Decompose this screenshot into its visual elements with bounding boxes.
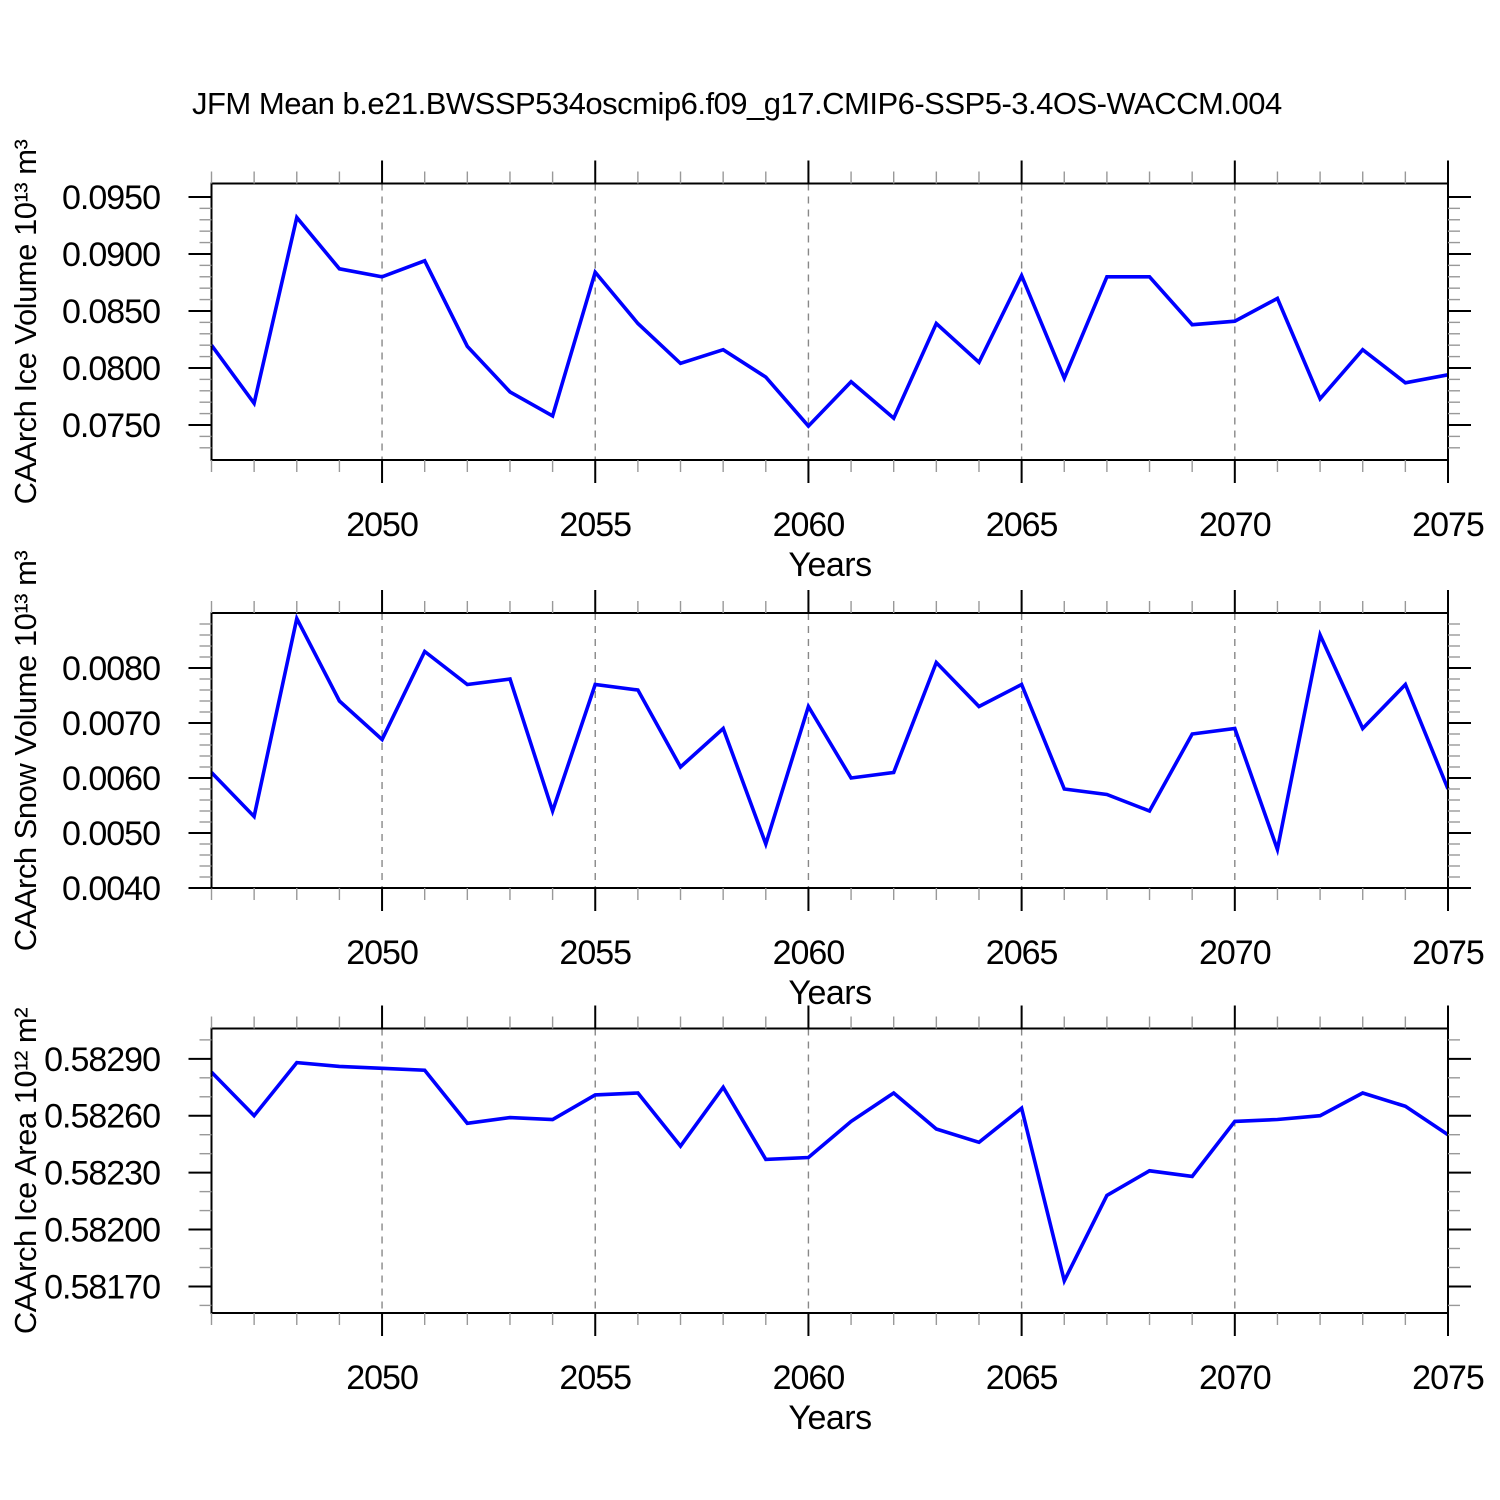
y-axis-label-snow-volume: CAArch Snow Volume 10¹³ m³	[8, 550, 43, 951]
svg-text:0.0850: 0.0850	[62, 293, 160, 331]
y-axis-label-ice-area: CAArch Ice Area 10¹² m²	[8, 1007, 43, 1334]
svg-text:2075: 2075	[1412, 1359, 1484, 1397]
svg-text:2075: 2075	[1412, 506, 1484, 544]
svg-text:2070: 2070	[1199, 1359, 1271, 1397]
svg-text:2050: 2050	[346, 506, 418, 544]
svg-text:2075: 2075	[1412, 934, 1484, 972]
figure-title: JFM Mean b.e21.BWSSP534oscmip6.f09_g17.C…	[192, 86, 1282, 121]
svg-text:2050: 2050	[346, 934, 418, 972]
svg-text:2065: 2065	[986, 934, 1058, 972]
svg-text:0.0080: 0.0080	[62, 650, 160, 688]
svg-text:2065: 2065	[986, 1359, 1058, 1397]
svg-text:2050: 2050	[346, 1359, 418, 1397]
svg-text:2070: 2070	[1199, 934, 1271, 972]
svg-text:0.0050: 0.0050	[62, 815, 160, 853]
svg-text:0.0750: 0.0750	[62, 407, 160, 445]
x-axis-label-snow-volume: Years	[788, 974, 872, 1012]
svg-text:2055: 2055	[559, 1359, 631, 1397]
svg-text:0.58290: 0.58290	[44, 1041, 160, 1079]
svg-text:2055: 2055	[559, 934, 631, 972]
svg-text:2060: 2060	[773, 934, 845, 972]
x-axis-label-ice-volume: Years	[788, 546, 872, 584]
svg-text:0.58200: 0.58200	[44, 1212, 160, 1250]
svg-text:2070: 2070	[1199, 506, 1271, 544]
svg-text:2060: 2060	[773, 506, 845, 544]
x-axis-label-ice-area: Years	[788, 1399, 872, 1437]
svg-text:2060: 2060	[773, 1359, 845, 1397]
svg-text:0.0900: 0.0900	[62, 236, 160, 274]
svg-text:0.0040: 0.0040	[62, 870, 160, 908]
svg-text:2065: 2065	[986, 506, 1058, 544]
svg-text:0.0070: 0.0070	[62, 705, 160, 743]
svg-text:0.58260: 0.58260	[44, 1098, 160, 1136]
svg-text:0.58170: 0.58170	[44, 1268, 160, 1306]
svg-text:2055: 2055	[559, 506, 631, 544]
svg-text:0.58230: 0.58230	[44, 1155, 160, 1193]
svg-text:0.0060: 0.0060	[62, 760, 160, 798]
svg-text:0.0800: 0.0800	[62, 350, 160, 388]
y-axis-label-ice-volume: CAArch Ice Volume 10¹³ m³	[8, 139, 43, 505]
svg-text:0.0950: 0.0950	[62, 179, 160, 217]
